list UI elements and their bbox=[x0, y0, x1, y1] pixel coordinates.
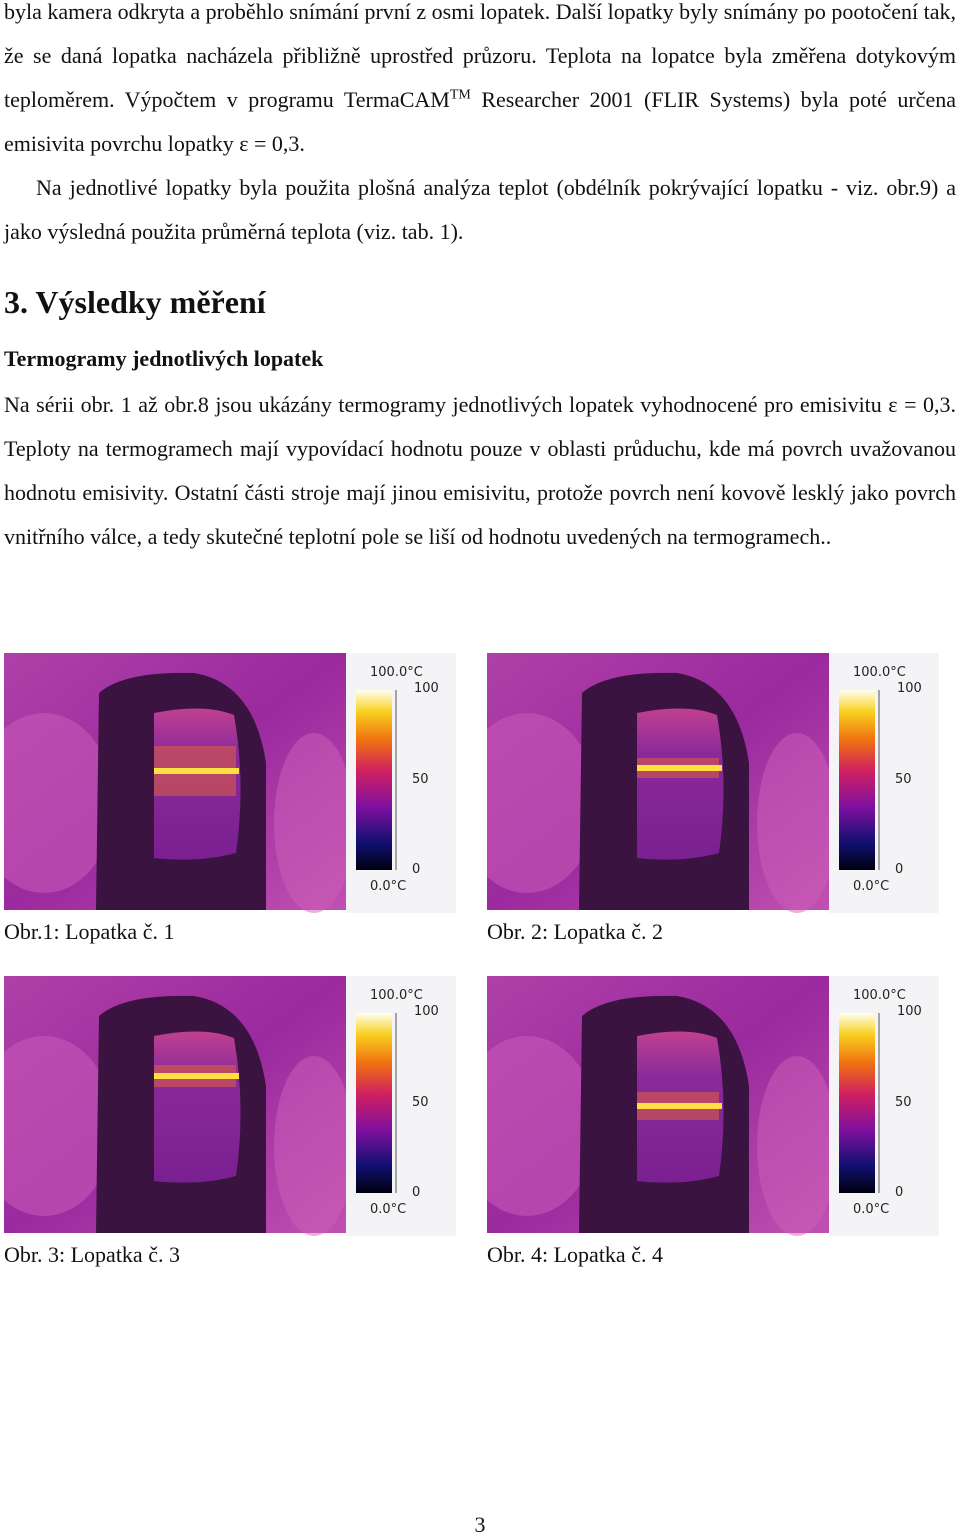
figure: 100.0°C 100 50 0 0.0°C Obr. 2: Lopatka č. 2 bbox=[487, 653, 947, 953]
scale-tick: 50 bbox=[412, 772, 429, 787]
section-heading: 3. Výsledky měření bbox=[4, 284, 266, 320]
text: Researcher 2001 (FLIR Systems) byla poté… bbox=[4, 87, 956, 156]
thermogram bbox=[487, 976, 939, 1236]
scale-tick: 50 bbox=[895, 1095, 912, 1110]
scale-max: 100.0°C bbox=[370, 665, 423, 680]
text: byla kamera odkryta a proběhlo snímání p… bbox=[4, 0, 956, 112]
scale-tick: 100 bbox=[897, 1004, 922, 1019]
thermogram bbox=[4, 976, 456, 1236]
scale-max: 100.0°C bbox=[853, 665, 906, 680]
scale-tick: 50 bbox=[895, 772, 912, 787]
scale-tick: 0 bbox=[895, 862, 904, 877]
scale-min: 0.0°C bbox=[370, 1202, 407, 1217]
thermogram bbox=[4, 653, 456, 913]
caption: Obr. 2: Lopatka č. 2 bbox=[487, 919, 663, 944]
scale-min: 0.0°C bbox=[853, 879, 890, 894]
figure: 100.0°C 100 50 0 0.0°C Obr. 4: Lopatka č. 4 bbox=[487, 976, 947, 1276]
paragraph: byla kamera odkryta a proběhlo snímání p… bbox=[4, 0, 956, 166]
page-number: 3 bbox=[474, 1512, 486, 1537]
paragraph: Na sérii obr. 1 až obr.8 jsou ukázány te… bbox=[4, 392, 956, 549]
scale-max: 100.0°C bbox=[370, 988, 423, 1003]
scale-tick: 50 bbox=[412, 1095, 429, 1110]
caption: Obr.1: Lopatka č. 1 bbox=[4, 919, 175, 944]
scale-min: 0.0°C bbox=[370, 879, 407, 894]
figure: 100.0°C 100 50 0 0.0°C Obr.1: Lopatka č. 1 bbox=[4, 653, 464, 953]
caption: Obr. 3: Lopatka č. 3 bbox=[4, 1242, 180, 1267]
superscript: TM bbox=[449, 87, 471, 103]
scale-min: 0.0°C bbox=[853, 1202, 890, 1217]
paragraph: Na jednotlivé lopatky byla použita plošn… bbox=[4, 175, 956, 244]
scale-tick: 100 bbox=[414, 1004, 439, 1019]
scale-tick: 0 bbox=[412, 1185, 421, 1200]
scale-tick: 0 bbox=[412, 862, 421, 877]
scale-max: 100.0°C bbox=[853, 988, 906, 1003]
scale-tick: 0 bbox=[895, 1185, 904, 1200]
caption: Obr. 4: Lopatka č. 4 bbox=[487, 1242, 663, 1267]
figure: 100.0°C 100 50 0 0.0°C Obr. 3: Lopatka č. 3 bbox=[4, 976, 464, 1276]
subheading: Termogramy jednotlivých lopatek bbox=[4, 346, 324, 371]
scale-tick: 100 bbox=[897, 681, 922, 696]
scale-tick: 100 bbox=[414, 681, 439, 696]
thermogram bbox=[487, 653, 939, 913]
